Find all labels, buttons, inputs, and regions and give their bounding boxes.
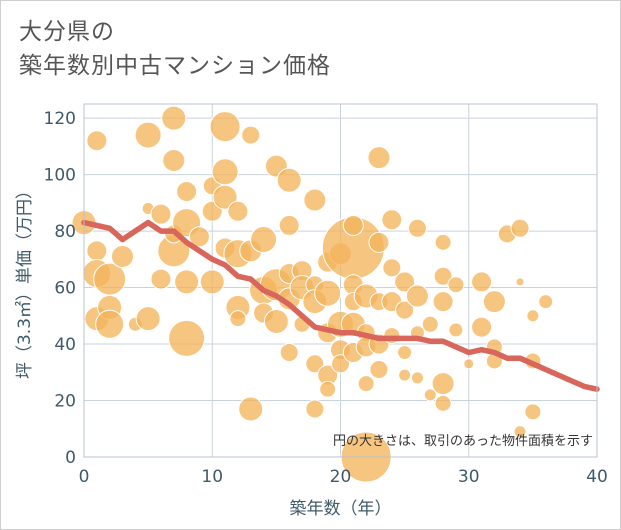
bubble-point <box>407 218 427 238</box>
y-tick-label: 40 <box>54 335 76 355</box>
bubble-point <box>161 105 187 131</box>
bubble-point <box>95 309 125 339</box>
bubble-point <box>431 372 455 396</box>
bubble-point <box>368 231 390 253</box>
y-tick-label: 120 <box>44 109 76 129</box>
bubble-point <box>421 315 439 333</box>
plot-border <box>83 103 598 458</box>
x-axis-title: 築年数（年） <box>290 499 392 519</box>
bubble-point <box>397 345 413 361</box>
bubble-point <box>369 359 389 379</box>
y-tick-label: 100 <box>44 166 76 186</box>
bubble-point <box>395 300 415 320</box>
bubble-point <box>305 354 325 374</box>
x-axis-ticks: 0 10 20 30 40 <box>79 467 608 487</box>
bubble-point <box>382 258 402 278</box>
bubble-point <box>394 271 416 293</box>
bubble-point <box>331 354 350 374</box>
bubble-point <box>398 368 412 382</box>
bubble-point <box>150 203 172 225</box>
bubble-point <box>303 188 327 212</box>
bubble-point <box>134 121 162 149</box>
bubble-point <box>278 214 300 236</box>
bubble-point <box>263 308 289 334</box>
bubble-point <box>209 111 241 143</box>
bubble-point <box>526 309 540 323</box>
bubble-point <box>471 271 493 293</box>
bubble-point <box>471 316 493 338</box>
bubble-point <box>135 306 161 332</box>
bubble-point <box>250 226 278 254</box>
x-tick-label: 20 <box>330 467 352 487</box>
bubble-point <box>93 262 127 296</box>
bubble-point <box>279 343 299 363</box>
bubble-point <box>433 266 453 286</box>
bubble-point <box>305 399 325 419</box>
bubble-point <box>434 233 452 251</box>
bubble-point <box>211 158 239 186</box>
y-tick-label: 60 <box>54 279 76 299</box>
bubble-point <box>510 218 530 238</box>
bubble-point <box>381 209 403 231</box>
bubble-point <box>434 394 452 412</box>
x-tick-label: 30 <box>458 467 480 487</box>
bubble-point <box>463 358 475 370</box>
bubble-point <box>383 327 401 345</box>
y-tick-label: 20 <box>54 392 76 412</box>
bubble-point <box>410 371 424 385</box>
bubble-point <box>524 403 542 421</box>
bubble-point <box>482 290 506 314</box>
title-line-1: 大分県の <box>19 19 115 45</box>
bubble-point <box>538 294 554 310</box>
bubble-point <box>168 319 206 357</box>
title-line-2: 築年数別中古マンション価格 <box>19 53 331 79</box>
bubble-point <box>227 200 249 222</box>
bubble-point <box>199 269 225 295</box>
y-tick-label: 80 <box>54 222 76 242</box>
bubble-point <box>432 291 454 313</box>
bubble-series <box>71 105 554 483</box>
bubble-point <box>150 268 172 290</box>
trend-line-series <box>81 219 600 392</box>
bubble-point <box>447 276 465 294</box>
bubble-point <box>314 279 342 307</box>
bubble-point <box>229 310 247 328</box>
chart-title: 大分県の 築年数別中古マンション価格 <box>19 15 331 83</box>
bubble-point <box>342 214 364 236</box>
bubble-point <box>86 240 108 262</box>
x-tick-label: 10 <box>201 467 223 487</box>
trend-line <box>81 219 600 392</box>
bubble-point <box>174 269 200 295</box>
y-axis-ticks: 0 20 40 60 80 100 120 <box>44 109 76 468</box>
bubble-point <box>86 130 108 152</box>
bubble-point <box>212 184 238 210</box>
y-axis-title: 坪（3.3㎡）単価（万円） <box>15 182 35 379</box>
bubble-point <box>188 226 210 248</box>
bubble-point <box>110 244 134 268</box>
size-annotation: 円の大きさは、取引のあった物件面積を示す <box>333 434 593 449</box>
bubble-point <box>238 396 264 422</box>
y-tick-label: 0 <box>65 448 76 468</box>
bubble-point <box>405 284 429 308</box>
bubble-point <box>276 167 302 193</box>
bubble-point <box>448 322 464 338</box>
bubble-point <box>357 375 375 393</box>
x-tick-label: 40 <box>586 467 608 487</box>
bubble-point <box>176 181 198 203</box>
bubble-point <box>513 425 527 439</box>
bubble-point <box>367 146 391 170</box>
bubble-point <box>319 380 337 398</box>
x-tick-label: 0 <box>79 467 90 487</box>
bubble-point <box>423 388 437 402</box>
bubble-point <box>515 277 525 287</box>
bubble-point <box>162 148 186 172</box>
bubble-point <box>241 125 261 145</box>
